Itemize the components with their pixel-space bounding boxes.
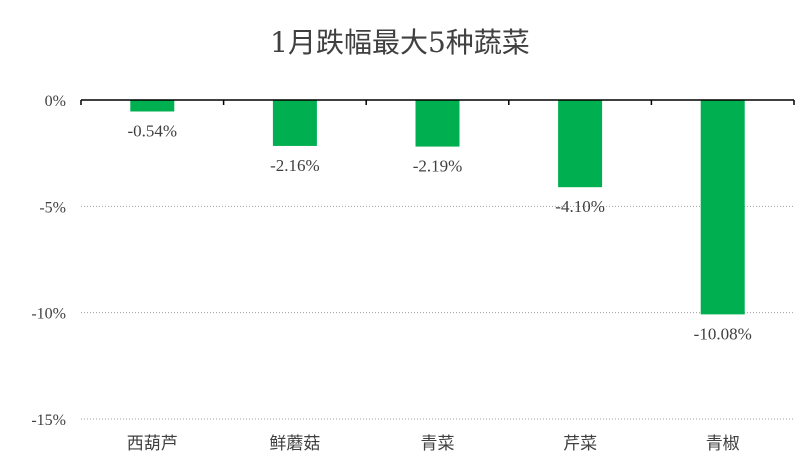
x-category-label: 鲜蘑菇 bbox=[269, 434, 320, 454]
y-tick-label: 0% bbox=[45, 93, 66, 110]
labels: 0% -5% -10% -15% -0.54% 西葫芦 -2.16% 鲜蘑菇 -2.19% 青菜 -… bbox=[31, 93, 751, 454]
y-tick-label: -10% bbox=[31, 306, 66, 323]
x-category-label: 芹菜 bbox=[563, 434, 597, 454]
bar bbox=[272, 100, 317, 146]
bar bbox=[558, 100, 603, 188]
data-label: -0.54% bbox=[128, 121, 178, 140]
y-tick-label: -15% bbox=[31, 412, 66, 429]
chart-title: 1月跌幅最大5种蔬菜 bbox=[270, 26, 530, 59]
data-label: -2.16% bbox=[270, 156, 320, 175]
bar bbox=[700, 100, 745, 315]
x-category-label: 青椒 bbox=[706, 434, 740, 454]
y-tick-label: -5% bbox=[39, 199, 66, 216]
axes bbox=[80, 99, 795, 105]
data-label: -4.10% bbox=[555, 197, 605, 216]
bars bbox=[130, 100, 745, 315]
bar bbox=[415, 100, 460, 147]
grid-lines bbox=[81, 205, 794, 420]
x-category-label: 西葫芦 bbox=[127, 434, 178, 454]
data-label: -10.08% bbox=[694, 324, 752, 343]
bar bbox=[130, 100, 175, 112]
data-label: -2.19% bbox=[413, 157, 463, 176]
x-category-label: 青菜 bbox=[421, 434, 455, 454]
